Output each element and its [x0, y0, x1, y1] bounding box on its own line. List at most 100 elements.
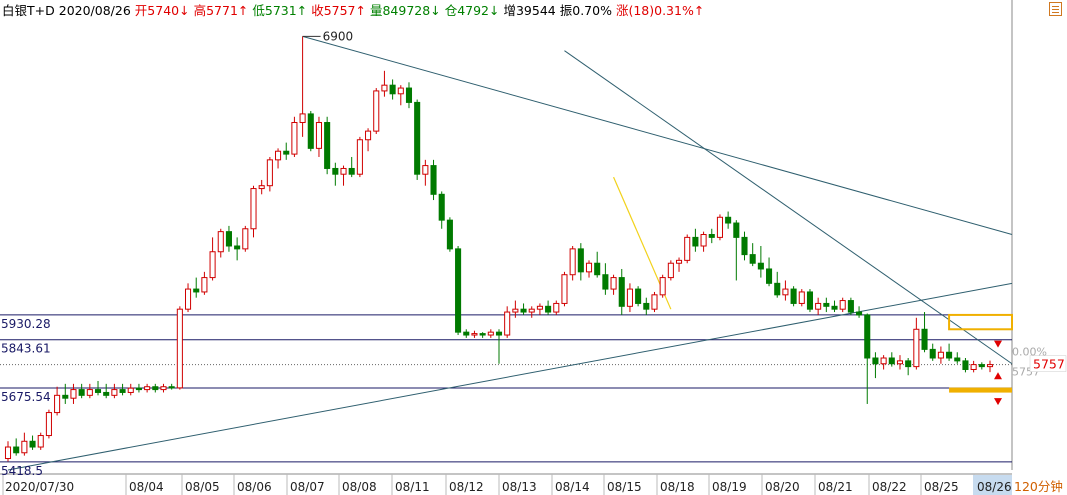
- candle: [757, 246, 764, 278]
- candle: [864, 313, 871, 404]
- candle: [815, 297, 822, 315]
- candle: [561, 271, 568, 307]
- level-label: 5843.61: [1, 342, 51, 356]
- candle: [103, 383, 110, 399]
- candle-body-down: [643, 302, 650, 310]
- x-tick-label: 08/20: [765, 480, 800, 494]
- level-label: 5675.54: [1, 390, 51, 404]
- candle-body-up: [176, 308, 183, 389]
- price-tag: 5757: [1033, 357, 1065, 372]
- candle-body-up: [45, 412, 52, 437]
- candle: [160, 383, 167, 393]
- x-tick-label: 08/04: [129, 480, 164, 494]
- candle: [774, 271, 781, 298]
- candle: [635, 286, 642, 307]
- x-tick-label: 08/14: [555, 480, 590, 494]
- candle-body-up: [365, 130, 372, 141]
- candle: [806, 289, 814, 313]
- candle: [946, 343, 953, 361]
- candle-body-down: [978, 364, 985, 368]
- candle-body-down: [13, 446, 20, 454]
- candle: [880, 355, 887, 370]
- candle: [954, 352, 961, 364]
- instrument-name: 白银T+D: [2, 3, 55, 18]
- candle-body-down: [520, 308, 527, 313]
- candle: [250, 185, 257, 238]
- candle: [176, 306, 183, 390]
- low-price: 低5731↑: [252, 3, 308, 18]
- candle: [569, 246, 576, 281]
- candle-body-up: [815, 302, 822, 310]
- candle: [585, 260, 593, 278]
- candle-body-up: [4, 446, 12, 460]
- candle: [798, 289, 805, 307]
- candle: [397, 85, 404, 106]
- candle-body-down: [414, 101, 421, 175]
- candle-body-up: [561, 274, 568, 304]
- candle-body-up: [381, 84, 388, 92]
- x-axis: 2020/07/30 08/04 08/05 08/06 08/07 08/08 08/11…: [2, 474, 1063, 495]
- candle-body-down: [225, 231, 232, 247]
- trend-lines: [7, 35, 1013, 471]
- candle: [62, 383, 69, 404]
- candle-body-up: [675, 259, 683, 264]
- candle-body-up: [553, 302, 560, 313]
- candle-body-up: [144, 386, 151, 391]
- candle-body-down: [332, 167, 339, 175]
- candle: [487, 329, 494, 338]
- candle: [356, 136, 363, 178]
- candle: [618, 268, 625, 315]
- gold-resistance-box: [948, 313, 1013, 331]
- candle: [111, 383, 118, 399]
- candle: [545, 300, 552, 315]
- candle: [790, 286, 797, 307]
- candle-body-down: [831, 305, 838, 310]
- candle: [888, 352, 895, 367]
- candle-body-up: [356, 139, 363, 175]
- candle: [896, 355, 904, 370]
- candle: [700, 231, 707, 252]
- peak-label: 6900: [323, 29, 354, 43]
- candle: [275, 148, 282, 169]
- candle: [152, 383, 159, 393]
- candle: [45, 409, 52, 439]
- candle: [455, 246, 462, 336]
- candle: [471, 330, 478, 338]
- x-tick-label: 08/25: [924, 480, 959, 494]
- candle: [13, 438, 20, 456]
- candle: [422, 159, 429, 186]
- settings-icon[interactable]: [1049, 2, 1062, 16]
- candle-body-down: [463, 331, 470, 336]
- candle: [258, 179, 265, 195]
- candle: [553, 300, 560, 315]
- trend-line: [7, 282, 1013, 471]
- candle-body-down: [766, 268, 773, 284]
- candle: [692, 228, 699, 252]
- period-selector[interactable]: 120分钟: [1014, 479, 1063, 494]
- candle: [479, 332, 486, 338]
- candle-body-up: [160, 386, 167, 391]
- candle-body-down: [455, 248, 462, 333]
- candle-body-up: [684, 236, 691, 261]
- candle-body-down: [348, 167, 355, 175]
- candle: [4, 441, 12, 462]
- candle-body-down: [446, 219, 453, 250]
- x-tick-label: 08/13: [502, 480, 537, 494]
- candle-body-up: [184, 288, 192, 310]
- candle: [168, 383, 175, 390]
- candle-body-up: [291, 122, 298, 155]
- candle: [978, 362, 985, 370]
- candle-body-up: [266, 159, 273, 187]
- candle: [651, 291, 658, 313]
- candle: [856, 306, 863, 318]
- candle: [602, 263, 609, 295]
- candle-body-down: [774, 282, 781, 296]
- candle: [86, 383, 93, 399]
- candle: [266, 156, 273, 192]
- high-price: 高5771↑: [193, 3, 249, 18]
- candle: [389, 79, 396, 100]
- candle-body-up: [667, 262, 674, 279]
- candle-body-down: [864, 314, 871, 359]
